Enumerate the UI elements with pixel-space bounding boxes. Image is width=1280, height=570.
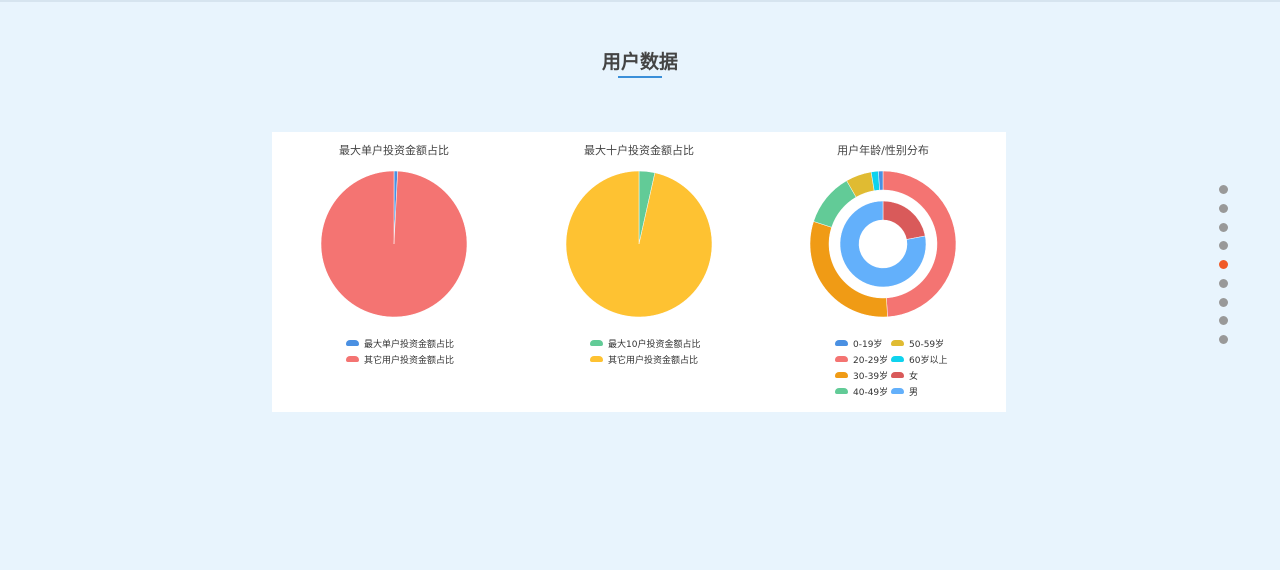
legend-label: 男 [909,387,919,398]
pie-slice[interactable] [320,170,468,318]
chart-title-3: 用户年龄/性别分布 [837,144,929,157]
legend-3: 0-19岁 20-29岁 30-39岁 40-49岁 50-59岁 60岁以上 … [835,335,947,399]
legend-item[interactable]: 0-19岁 [835,335,891,351]
legend-swatch-icon [835,356,848,362]
legend-1: 最大单户投资金额占比 其它用户投资金额占比 [346,335,454,367]
nav-dot[interactable] [1219,278,1228,288]
nav-dot[interactable] [1219,335,1228,344]
pie-slice[interactable] [878,170,884,191]
legend-label: 20-29岁 [853,355,889,366]
chart-title-2: 最大十户投资金额占比 [584,144,694,157]
title-underline [618,76,662,78]
charts-panel: 最大单户投资金额占比 最大十户投资金额占比 用户年龄/性别分布 最大单户投资金额… [272,132,1006,412]
legend-label: 最大单户投资金额占比 [364,339,455,350]
legend-item[interactable]: 40-49岁 [835,383,891,399]
legend-label: 最大10户投资金额占比 [608,339,701,350]
legend-item[interactable]: 20-29岁 [835,351,891,367]
legend-swatch-icon [891,356,904,362]
legend-swatch-icon [835,340,848,346]
chart-title-1: 最大单户投资金额占比 [339,144,449,157]
legend-label: 60岁以上 [909,355,948,366]
legend-swatch-icon [891,372,904,378]
legend-item[interactable]: 其它用户投资金额占比 [590,351,700,367]
legend-item[interactable]: 30-39岁 [835,367,891,383]
legend-item[interactable]: 60岁以上 [891,351,947,367]
legend-2: 最大10户投资金额占比 其它用户投资金额占比 [590,335,700,367]
legend-swatch-icon [891,388,904,394]
page-title: 用户数据 [601,51,678,73]
legend-swatch-icon [346,356,359,362]
legend-item[interactable]: 最大单户投资金额占比 [346,335,454,351]
legend-swatch-icon [346,340,359,346]
legend-swatch-icon [835,388,848,394]
page-nav-dots [1219,185,1228,354]
legend-label: 0-19岁 [853,339,883,350]
legend-swatch-icon [891,340,904,346]
legend-item[interactable]: 男 [891,383,947,399]
nav-dot[interactable] [1219,185,1228,194]
legend-item[interactable]: 其它用户投资金额占比 [346,351,454,367]
legend-swatch-icon [835,372,848,378]
legend-label: 40-49岁 [853,387,889,398]
charts-svg [320,170,957,318]
nav-dot[interactable] [1219,241,1228,251]
legend-item[interactable]: 50-59岁 [891,335,947,351]
pie-slice[interactable] [839,200,927,288]
legend-label: 50-59岁 [909,339,945,350]
legend-swatch-icon [590,356,603,362]
nav-dot[interactable] [1219,203,1228,213]
legend-label: 女 [909,371,919,382]
legend-label: 其它用户投资金额占比 [364,355,455,366]
top-border [0,0,1280,2]
legend-swatch-icon [590,340,603,346]
legend-label: 30-39岁 [853,371,889,382]
legend-item[interactable]: 女 [891,367,947,383]
pie-slice[interactable] [565,170,713,318]
nav-dot[interactable] [1219,222,1228,232]
nav-dot[interactable] [1219,297,1228,307]
pie-slice[interactable] [882,200,926,240]
legend-label: 其它用户投资金额占比 [608,355,699,366]
legend-item[interactable]: 最大10户投资金额占比 [590,335,700,351]
nav-dot[interactable] [1219,316,1228,326]
nav-dot[interactable] [1219,260,1228,269]
